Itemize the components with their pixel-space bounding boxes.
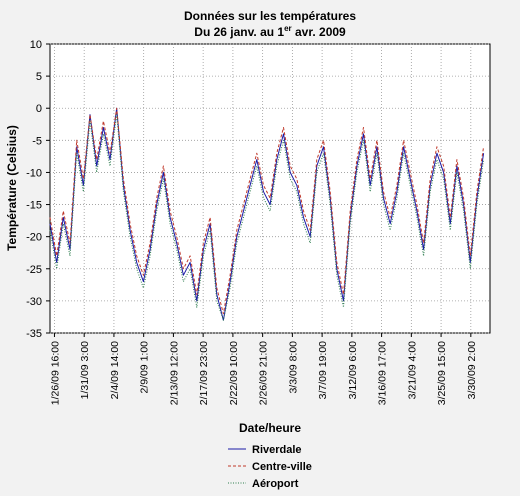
chart-title: Données sur les températures: [184, 9, 356, 23]
x-tick-label: 1/31/09 3:00: [79, 341, 91, 400]
x-tick-label: 2/9/09 1:00: [139, 341, 151, 394]
x-tick-label: 2/4/09 14:00: [109, 341, 121, 400]
y-tick-label: -5: [32, 135, 42, 147]
x-axis-label: Date/heure: [239, 421, 301, 435]
y-tick-label: 5: [36, 71, 42, 83]
subtitle-suffix: avr. 2009: [292, 25, 346, 39]
legend-label: Aéroport: [252, 478, 299, 490]
x-tick-label: 1/26/09 16:00: [49, 341, 61, 405]
x-tick-label: 3/3/09 8:00: [287, 341, 299, 394]
x-tick-label: 3/21/09 4:00: [406, 341, 418, 400]
legend: Riverdale Centre-ville Aéroport: [228, 444, 312, 490]
subtitle-prefix: Du 26 janv. au 1: [194, 25, 284, 39]
series-line-riverdale: [49, 107, 485, 321]
y-axis-label: Température (Celsius): [5, 125, 19, 251]
y-tick-label: 0: [36, 103, 42, 115]
axes: 10 5 0 -5 -10 -15 -20 -25 -30 -35 1/26/09 16:00 1/3…: [26, 39, 478, 405]
series-lines: [49, 107, 485, 321]
legend-label: Centre-ville: [252, 461, 312, 473]
x-tick-label: 3/25/09 15:00: [436, 341, 448, 405]
x-tick-label: 2/26/09 21:00: [258, 341, 270, 405]
y-tick-label: -15: [26, 200, 42, 212]
x-tick-label: 3/7/09 19:00: [317, 341, 329, 400]
y-tick-label: -20: [26, 232, 42, 244]
series-line-centre-ville: [49, 107, 485, 315]
legend-label: Riverdale: [252, 444, 302, 456]
y-tick-label: -25: [26, 264, 42, 276]
y-tick-label: -35: [26, 328, 42, 340]
y-tick-label: -10: [26, 167, 42, 179]
x-tick-label: 2/13/09 12:00: [168, 341, 180, 405]
chart-subtitle: Du 26 janv. au 1er avr. 2009: [194, 24, 346, 39]
x-tick-label: 2/17/09 23:00: [198, 341, 210, 405]
x-tick-label: 3/16/09 17:00: [377, 341, 389, 405]
plot-area: [49, 43, 491, 334]
x-tick-label: 2/22/09 10:00: [228, 341, 240, 405]
x-tick-label: 3/12/09 6:00: [347, 341, 359, 400]
x-tick-label: 3/30/09 2:00: [466, 341, 478, 400]
y-tick-label: 10: [30, 39, 42, 51]
subtitle-superscript: er: [284, 24, 292, 33]
series-line-a-roport: [49, 114, 485, 321]
y-tick-label: -30: [26, 296, 42, 308]
